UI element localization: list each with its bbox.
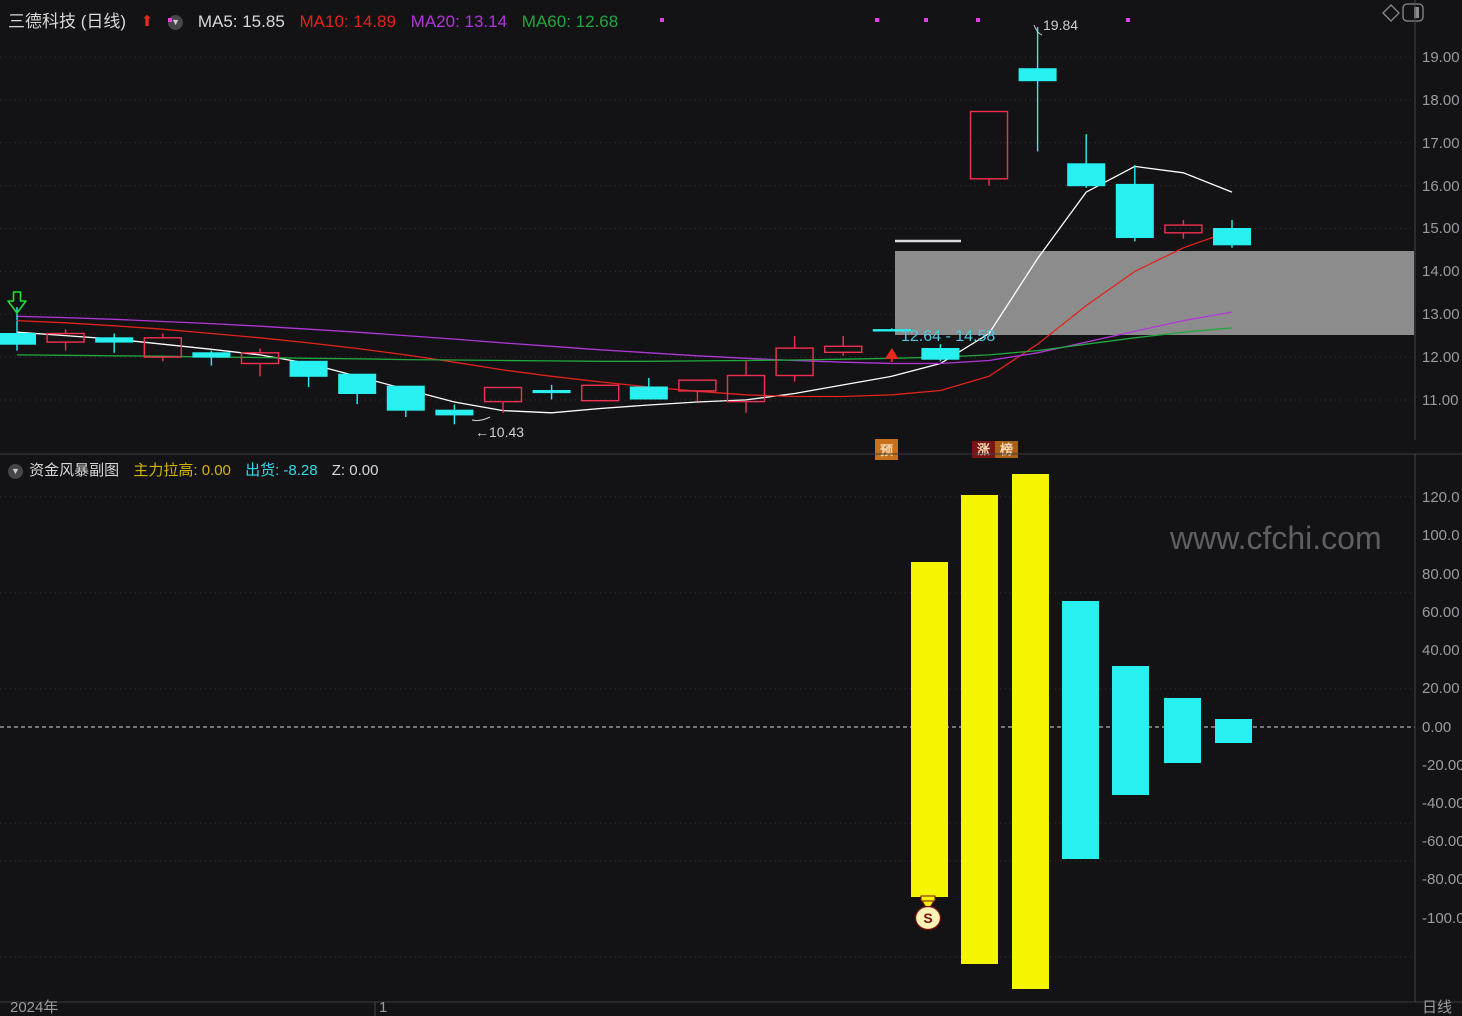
svg-text:2024年: 2024年 xyxy=(10,999,58,1016)
svg-text:40.00: 40.00 xyxy=(1422,642,1460,659)
svg-text:-100.0: -100.0 xyxy=(1422,910,1462,927)
svg-text:100.0: 100.0 xyxy=(1422,527,1460,544)
svg-text:60.00: 60.00 xyxy=(1422,604,1460,621)
svg-text:-20.00: -20.00 xyxy=(1422,757,1462,774)
svg-text:120.0: 120.0 xyxy=(1422,489,1460,506)
svg-text:-80.00: -80.00 xyxy=(1422,871,1462,888)
svg-text:日线: 日线 xyxy=(1422,999,1452,1016)
svg-text:S: S xyxy=(923,910,932,926)
svg-text:-60.00: -60.00 xyxy=(1422,833,1462,850)
svg-text:1: 1 xyxy=(379,999,387,1016)
svg-text:20.00: 20.00 xyxy=(1422,680,1460,697)
svg-text:0.00: 0.00 xyxy=(1422,719,1451,736)
svg-text:-40.00: -40.00 xyxy=(1422,795,1462,812)
svg-text:www.cfchi.com: www.cfchi.com xyxy=(1169,520,1382,556)
svg-text:80.00: 80.00 xyxy=(1422,566,1460,583)
